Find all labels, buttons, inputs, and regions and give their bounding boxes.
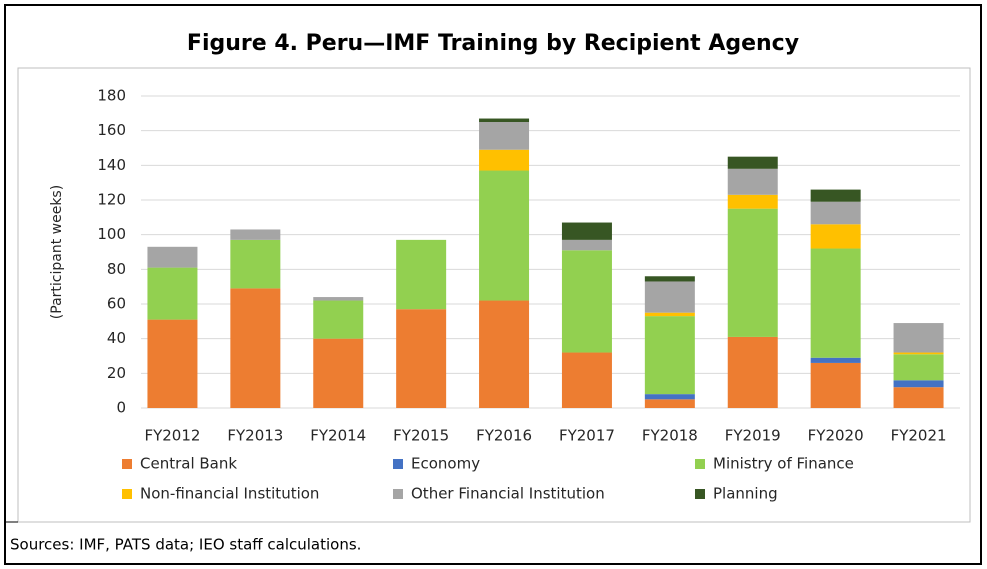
bar-segment	[561, 352, 612, 408]
bar-segment	[479, 118, 530, 122]
bar-segment	[893, 352, 944, 355]
legend-label: Ministry of Finance	[713, 455, 854, 473]
bar-segment	[727, 336, 778, 408]
chart-title: Figure 4. Peru—IMF Training by Recipient…	[187, 31, 799, 56]
bar-segment	[810, 248, 861, 358]
bar-segment	[644, 312, 695, 317]
bar-segment	[810, 189, 861, 202]
bar-segment	[479, 170, 530, 301]
x-tick-label: FY2021	[891, 427, 947, 445]
x-tick-label: FY2012	[144, 427, 200, 445]
y-tick-label: 20	[107, 364, 126, 382]
bar-segment	[727, 208, 778, 337]
bar-segment	[147, 267, 198, 320]
y-tick-label: 100	[97, 225, 126, 243]
legend-label: Non-financial Institution	[140, 485, 319, 503]
bar-segment	[561, 222, 612, 240]
bar-segment	[810, 362, 861, 408]
bar-segment	[147, 246, 198, 268]
bar-segment	[893, 380, 944, 388]
x-tick-label: FY2015	[393, 427, 449, 445]
bar-segment	[644, 281, 695, 313]
y-tick-label: 80	[107, 260, 126, 278]
bar-segment	[396, 309, 447, 408]
x-tick-label: FY2016	[476, 427, 532, 445]
y-tick-label: 160	[97, 121, 126, 139]
legend-label: Other Financial Institution	[411, 485, 605, 503]
bar-segment	[561, 239, 612, 251]
bar-segment	[644, 394, 695, 400]
bar-segment	[561, 250, 612, 353]
legend-swatch	[122, 459, 132, 469]
legend-label: Planning	[713, 485, 778, 503]
legend-swatch	[393, 489, 403, 499]
legend-swatch	[393, 459, 403, 469]
bar-segment	[893, 354, 944, 381]
bar-segment	[230, 288, 281, 408]
bar-segment	[230, 239, 281, 289]
x-tick-label: FY2014	[310, 427, 366, 445]
bar-segment	[644, 276, 695, 282]
y-tick-label: 60	[107, 295, 126, 313]
bar-segment	[479, 300, 530, 408]
x-tick-label: FY2013	[227, 427, 283, 445]
y-tick-label: 0	[116, 399, 126, 417]
y-tick-label: 180	[97, 87, 126, 105]
bar-segment	[810, 201, 861, 225]
bar-segment	[479, 122, 530, 150]
bar-segment	[479, 149, 530, 171]
bar-segment	[230, 229, 281, 240]
x-tick-label: FY2017	[559, 427, 615, 445]
legend-swatch	[122, 489, 132, 499]
x-tick-label: FY2018	[642, 427, 698, 445]
plot-frame	[17, 67, 971, 523]
x-tick-label: FY2019	[725, 427, 781, 445]
bar-segment	[644, 399, 695, 408]
x-tick-label: FY2020	[808, 427, 864, 445]
bar-segment	[727, 156, 778, 169]
legend-label: Economy	[411, 455, 480, 473]
y-axis-label: (Participant weeks)	[49, 185, 65, 319]
y-tick-label: 40	[107, 329, 126, 347]
legend-swatch	[695, 459, 705, 469]
bar-segment	[644, 316, 695, 395]
bar-segment	[893, 323, 944, 353]
legend-swatch	[695, 489, 705, 499]
bar-segment	[313, 297, 364, 301]
bar-segment	[313, 300, 364, 339]
bar-segment	[810, 357, 861, 363]
bar-segment	[396, 239, 447, 310]
y-tick-label: 140	[97, 156, 126, 174]
legend-label: Central Bank	[140, 455, 237, 473]
bar-segment	[313, 338, 364, 408]
bar-segment	[147, 319, 198, 408]
bar-segment	[727, 194, 778, 209]
bar-segment	[893, 387, 944, 408]
source-note: Sources: IMF, PATS data; IEO staff calcu…	[10, 536, 361, 554]
bar-segment	[810, 224, 861, 249]
bar-segment	[727, 168, 778, 195]
y-tick-label: 120	[97, 191, 126, 209]
